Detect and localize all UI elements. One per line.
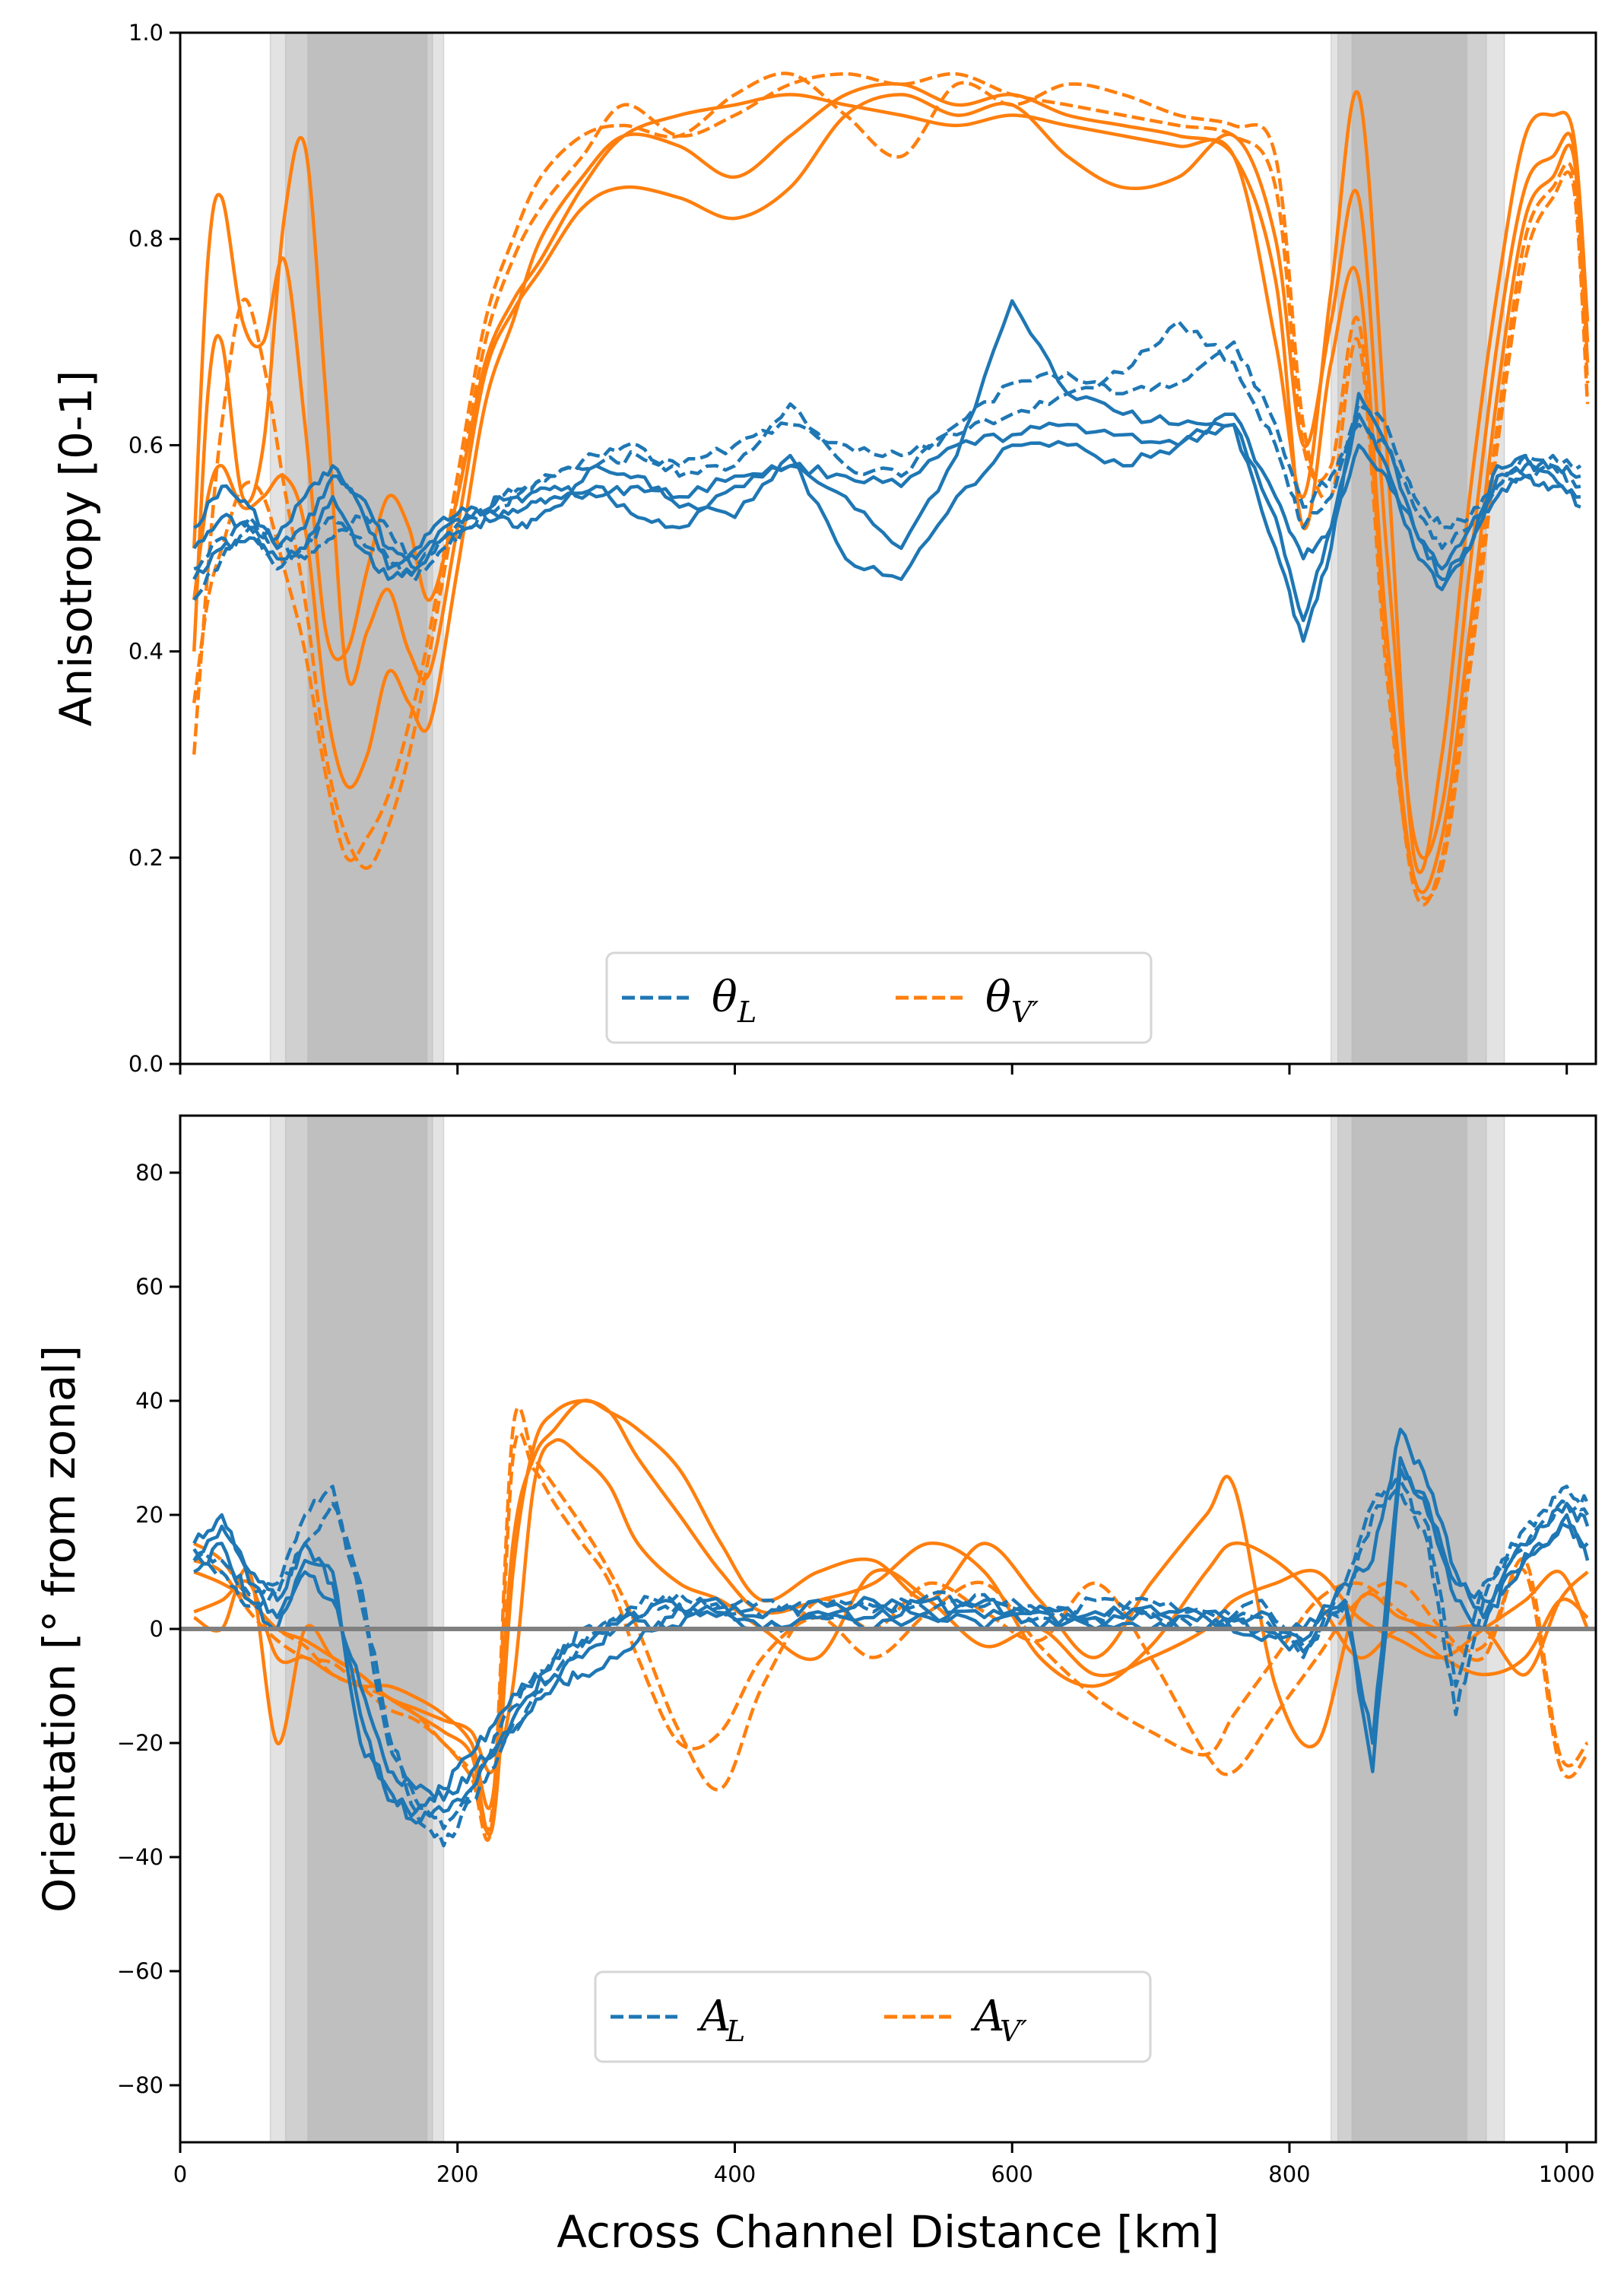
legend-subscript: L <box>737 995 756 1029</box>
blue-series-line <box>192 319 1581 602</box>
x-tick-label: 1000 <box>1539 2161 1595 2187</box>
y-tick-label: 20 <box>135 1502 163 1528</box>
orange-series-line <box>192 71 1590 906</box>
y-axis-ticks: 0.0 0.2 0.4 0.6 0.8 1.0 <box>128 20 180 1077</box>
legend-subscript: V′ <box>1011 995 1039 1029</box>
x-tick-label: 400 <box>714 2161 756 2187</box>
blue-series-line <box>192 1456 1589 1802</box>
blue-series-line <box>192 1488 1590 1848</box>
x-tick-label: 800 <box>1268 2161 1310 2187</box>
legend: AL AV′ <box>594 1970 1152 2063</box>
blue-series-line <box>192 299 1581 623</box>
blue-series-line <box>192 1478 1590 1830</box>
x-axis-ticks: 0 200 400 600 800 1000 <box>173 2142 1595 2187</box>
y-tick-label: 40 <box>135 1388 163 1414</box>
orange-series-line <box>192 82 1590 894</box>
series-lines <box>192 1399 1590 1848</box>
x-tick-label: 600 <box>991 2161 1033 2187</box>
y-tick-label: 0 <box>150 1616 163 1642</box>
legend-box <box>605 951 1153 1044</box>
y-tick-label: 60 <box>135 1274 163 1300</box>
blue-series-line <box>192 392 1581 643</box>
legend-label: A <box>970 1992 1004 2041</box>
x-tick-label: 200 <box>436 2161 478 2187</box>
y-tick-label: 0.4 <box>128 639 163 665</box>
x-tick-label: 0 <box>173 2161 187 2187</box>
y-axis-ticks: −80 −60 −40 −20 0 20 40 60 80 <box>117 1160 180 2098</box>
legend-label: A <box>696 1992 731 2041</box>
y-tick-label: 0.8 <box>128 226 163 252</box>
legend-label: θ <box>985 973 1011 1022</box>
blue-series-line <box>193 1467 1590 1825</box>
orange-series-line <box>192 93 1590 860</box>
y-axis-label: Orientation [° from zonal] <box>33 1345 85 1913</box>
x-axis-ticks <box>179 1064 1568 1075</box>
legend-subscript: V′ <box>1000 2015 1027 2048</box>
orange-series-line <box>193 1405 1589 1833</box>
legend-subscript: L <box>725 2015 745 2048</box>
y-tick-label: −20 <box>117 1730 163 1756</box>
series-lines <box>192 71 1590 906</box>
y-tick-label: 0.0 <box>128 1051 163 1077</box>
orange-series-line <box>193 1431 1589 1842</box>
axes-frame <box>179 31 1597 1065</box>
y-tick-label: 80 <box>135 1160 163 1186</box>
y-tick-label: 1.0 <box>128 20 163 46</box>
y-tick-label: −40 <box>117 1844 163 1870</box>
y-axis-label: Anisotropy [0-1] <box>50 370 102 727</box>
legend-label: θ <box>712 973 737 1022</box>
y-tick-label: 0.2 <box>128 845 163 871</box>
x-axis-label: Across Channel Distance [km] <box>557 2206 1219 2258</box>
y-tick-label: 0.6 <box>128 432 163 458</box>
y-tick-label: −60 <box>117 1958 163 1984</box>
blue-series-line <box>193 340 1582 571</box>
orange-series-line <box>192 71 1590 901</box>
blue-series-line <box>193 412 1581 571</box>
legend-box <box>594 1970 1152 2063</box>
y-tick-label: −80 <box>117 2072 163 2098</box>
